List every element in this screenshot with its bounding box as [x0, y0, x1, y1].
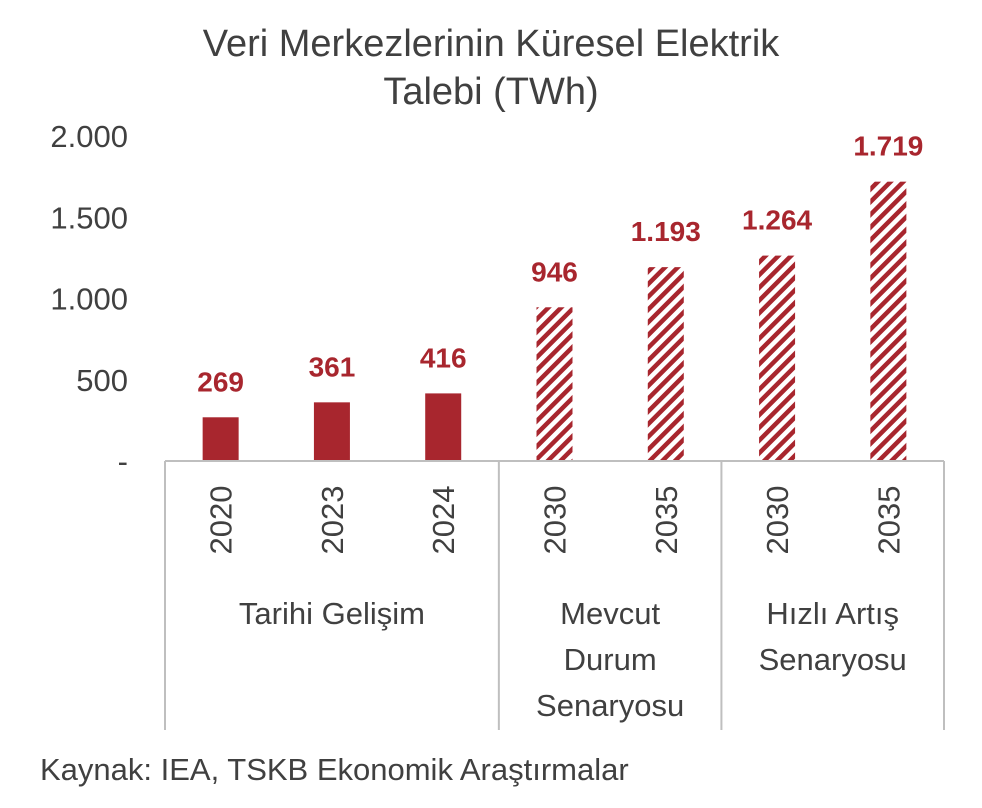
x-tick-label: 2035: [649, 486, 684, 555]
data-label: 946: [531, 256, 578, 287]
bar-2023: [313, 402, 350, 461]
x-tick-label: 2030: [538, 486, 573, 555]
group-label: Mevcut: [560, 596, 660, 631]
data-label: 1.264: [742, 205, 812, 236]
y-tick-label: 1.500: [50, 200, 128, 235]
x-tick-label: 2035: [871, 486, 906, 555]
bar-2030: [536, 307, 573, 461]
y-tick-label: 2.000: [50, 119, 128, 154]
bar-2024: [425, 393, 462, 461]
group-label: Senaryosu: [759, 642, 907, 677]
bar-2020: [202, 417, 239, 461]
data-label: 1.719: [853, 131, 923, 162]
chart-title-line-1: Veri Merkezlerinin Küresel Elektrik: [203, 23, 781, 65]
x-axis: 2020 2023 2024 2030 2035 2030 2035 Tarihi Geliş…: [164, 460, 945, 730]
y-axis: - 500 1.000 1.500 2.000: [50, 119, 128, 479]
bar-2035: [870, 181, 907, 461]
data-label: 1.193: [631, 216, 701, 247]
bar-2035: [647, 267, 684, 461]
x-tick-label: 2030: [760, 486, 795, 555]
x-tick-label: 2024: [426, 486, 461, 555]
bars: 269 361 416 946 1.193 1.264 1.719: [197, 131, 923, 461]
data-label: 361: [309, 351, 356, 382]
data-label: 269: [197, 366, 244, 397]
group-label: Hızlı Artış: [766, 596, 899, 631]
bar-2030: [759, 255, 796, 461]
chart-title-line-2: Talebi (TWh): [383, 71, 598, 113]
group-label: Durum: [564, 642, 657, 677]
x-tick-label: 2020: [204, 486, 239, 555]
group-label: Senaryosu: [536, 688, 684, 723]
group-label: Tarihi Gelişim: [239, 596, 425, 631]
x-tick-label: 2023: [315, 486, 350, 555]
y-tick-label: -: [118, 444, 128, 479]
y-tick-label: 1.000: [50, 282, 128, 317]
data-label: 416: [420, 342, 467, 373]
y-tick-label: 500: [76, 363, 128, 398]
source-note: Kaynak: IEA, TSKB Ekonomik Araştırmalar: [40, 752, 629, 787]
